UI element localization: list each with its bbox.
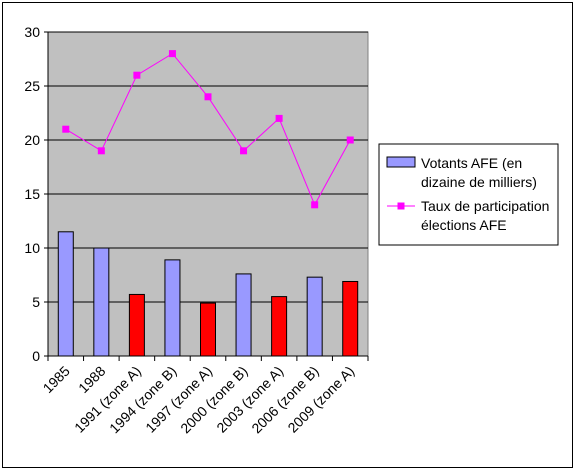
y-tick-label: 30 <box>24 24 40 40</box>
legend-swatch-marker <box>397 202 405 210</box>
x-tick-label: 1985 <box>40 363 73 396</box>
line-point <box>97 147 105 155</box>
line-point <box>346 136 354 144</box>
line-point <box>168 50 176 58</box>
line-point <box>62 125 70 133</box>
y-tick-label: 20 <box>24 132 40 148</box>
y-tick-label: 10 <box>24 240 40 256</box>
line-point <box>311 201 319 209</box>
bar <box>200 302 216 357</box>
bar <box>93 247 110 357</box>
legend-label: Taux de participation <box>421 198 549 214</box>
line-point <box>275 114 283 122</box>
line-point <box>133 71 141 79</box>
y-tick-label: 15 <box>24 186 40 202</box>
bar <box>306 276 323 357</box>
line-point <box>204 93 212 101</box>
y-tick-label: 25 <box>24 78 40 94</box>
bar <box>271 296 288 357</box>
line-point <box>240 147 248 155</box>
bar <box>164 259 181 357</box>
y-tick-label: 5 <box>32 294 40 310</box>
legend-swatch-bar <box>386 156 416 168</box>
legend-label: dizaine de milliers) <box>421 174 537 190</box>
legend-label: Votants AFE (en <box>421 155 522 171</box>
bar <box>342 280 359 357</box>
bar <box>57 231 74 357</box>
y-tick-label: 0 <box>32 348 40 364</box>
bar <box>235 273 252 357</box>
legend-label: élections AFE <box>421 217 507 233</box>
bar <box>128 293 145 357</box>
